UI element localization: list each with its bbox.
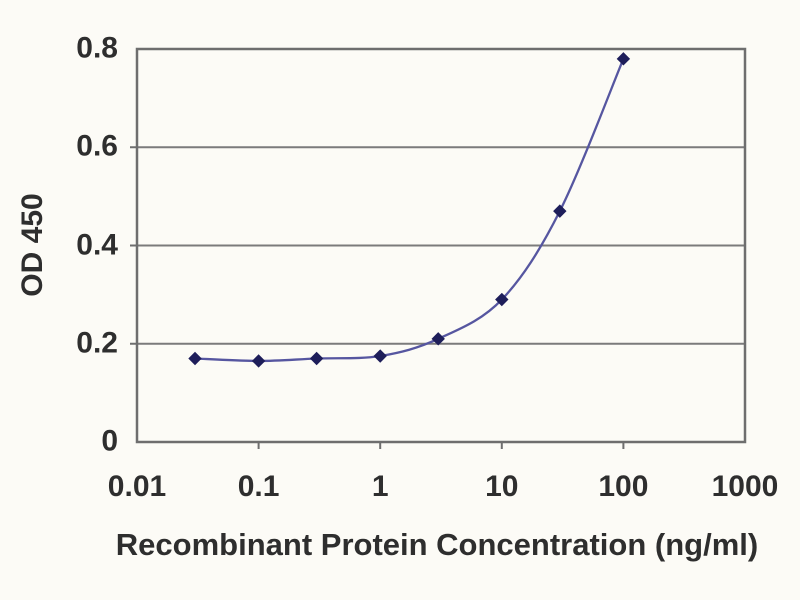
data-point-marker (373, 349, 387, 363)
x-axis-title: Recombinant Protein Concentration (ng/ml… (115, 527, 759, 562)
x-tick-label: 0.01 (107, 470, 167, 503)
x-tick-label: 100 (598, 470, 649, 503)
y-tick-label: 0.6 (76, 129, 118, 163)
data-point-marker (616, 52, 631, 66)
x-tick-label: 1 (371, 470, 389, 503)
data-point-marker (251, 354, 266, 368)
y-tick-label: 0.2 (76, 326, 118, 360)
x-tick-label: 1000 (711, 470, 779, 503)
x-tick-label: 0.1 (237, 470, 280, 503)
data-point-marker (553, 204, 567, 218)
y-axis-title: OD 450 (16, 193, 49, 297)
data-point-marker (188, 351, 202, 366)
y-tick-label: 0 (101, 424, 118, 458)
data-point-marker (431, 332, 445, 346)
y-tick-label: 0.4 (76, 227, 118, 261)
data-point-marker (495, 292, 509, 307)
data-point-marker (309, 351, 324, 366)
x-tick-label: 10 (485, 470, 519, 503)
y-tick-label: 0.8 (76, 31, 118, 65)
